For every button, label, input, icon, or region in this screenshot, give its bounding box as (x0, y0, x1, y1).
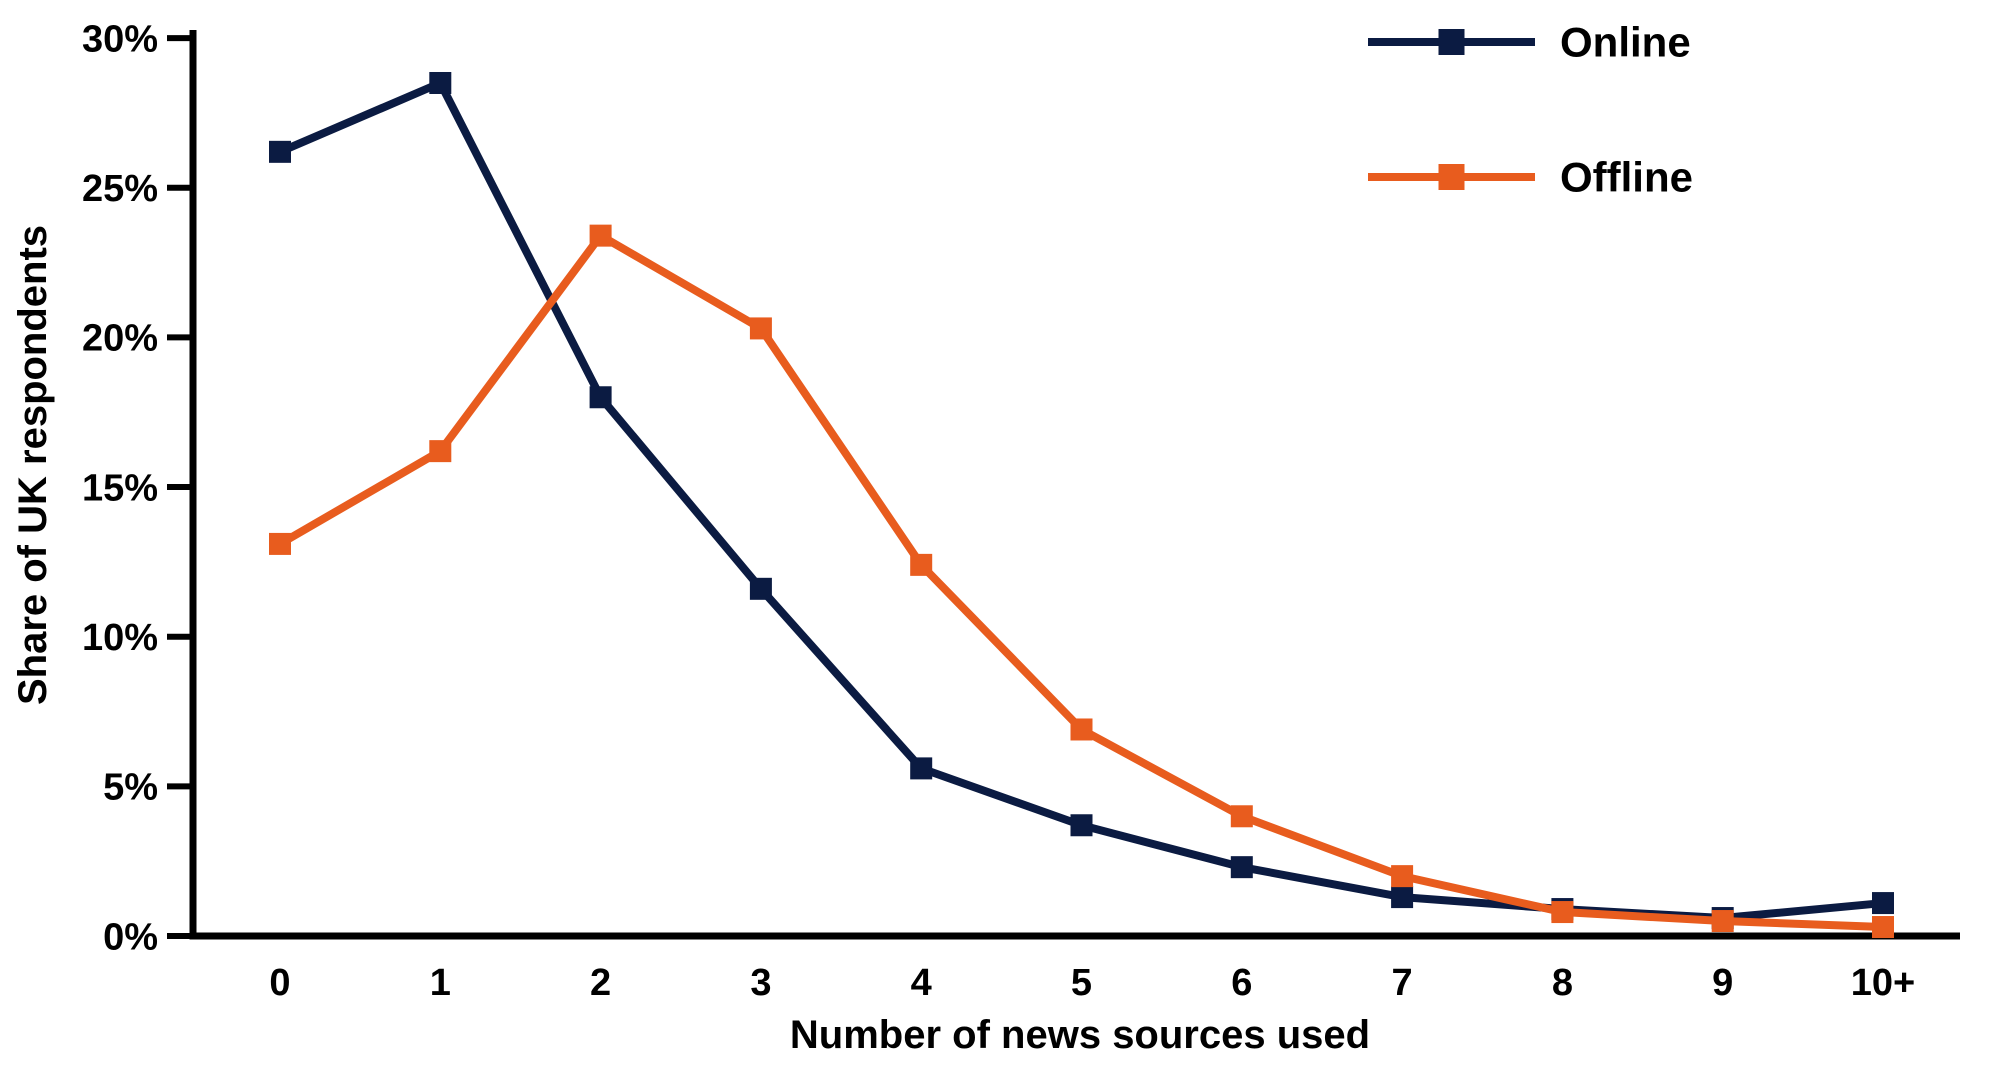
legend-item-online: Online (1368, 19, 1691, 66)
y-tick-label-20%: 20% (82, 318, 158, 360)
x-axis-title: Number of news sources used (790, 1013, 1370, 1057)
legend-label-online: Online (1560, 19, 1691, 66)
data-point-online-0 (269, 140, 291, 163)
x-category-label-6: 6 (1231, 962, 1252, 1004)
data-point-offline-6 (1230, 805, 1253, 828)
legend-label-offline: Offline (1560, 154, 1693, 201)
x-category-label-10+: 10+ (1851, 962, 1915, 1004)
y-tick-label-15%: 15% (82, 467, 158, 509)
data-point-online-7 (1391, 886, 1414, 909)
x-category-label-5: 5 (1071, 962, 1092, 1004)
y-tick-label-25%: 25% (82, 168, 158, 210)
x-category-label-3: 3 (750, 962, 771, 1004)
data-point-offline-1 (429, 440, 452, 463)
data-point-online-6 (1230, 856, 1253, 879)
x-category-label-7: 7 (1392, 962, 1413, 1004)
x-category-label-8: 8 (1552, 962, 1573, 1004)
x-category-label-9: 9 (1712, 962, 1733, 1004)
data-point-online-3 (749, 577, 772, 600)
data-point-offline-7 (1391, 865, 1414, 888)
x-category-label-1: 1 (430, 962, 451, 1004)
axes-layer: 0% 5% 10% 15% 20% 25% 30% 0 1 2 3 4 5 6 7 8 9 10+ (82, 18, 1960, 1004)
data-point-offline-8 (1551, 901, 1574, 924)
series-offline (269, 224, 1894, 939)
x-category-label-2: 2 (590, 962, 611, 1004)
x-category-label-0: 0 (269, 962, 290, 1004)
legend-marker-offline (1438, 164, 1465, 190)
y-tick-label-10%: 10% (82, 617, 158, 659)
data-point-offline-9 (1711, 910, 1734, 933)
y-tick-label-5%: 5% (103, 767, 158, 809)
legend-marker-online (1438, 29, 1465, 55)
data-point-online-10+ (1872, 892, 1894, 915)
y-tick-label-0%: 0% (103, 916, 158, 958)
data-point-offline-3 (749, 317, 772, 340)
legend: Online Offline (1368, 19, 1693, 201)
plot-layer (269, 71, 1894, 939)
data-point-offline-2 (589, 224, 612, 247)
x-category-label-4: 4 (911, 962, 932, 1004)
data-point-online-5 (1070, 814, 1093, 837)
legend-item-offline: Offline (1368, 154, 1693, 201)
data-point-offline-10+ (1872, 916, 1894, 939)
y-axis-title: Share of UK respondents (11, 225, 55, 705)
data-point-offline-4 (910, 553, 933, 576)
data-point-offline-0 (269, 532, 291, 555)
data-point-online-4 (910, 757, 933, 780)
series-line-online (276, 78, 1887, 923)
data-point-offline-5 (1070, 718, 1093, 741)
data-point-online-2 (589, 386, 612, 409)
y-tick-label-30%: 30% (82, 18, 158, 60)
data-point-online-1 (429, 71, 452, 94)
